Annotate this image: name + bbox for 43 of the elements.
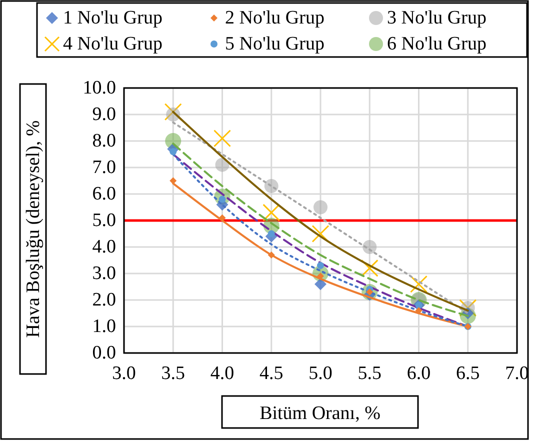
y-tick-label: 6.0: [92, 184, 116, 204]
point: [264, 179, 278, 194]
y-tick-label: 2.0: [92, 290, 116, 310]
y-tick-label: 9.0: [92, 104, 116, 125]
x-tick-label: 5.5: [358, 363, 382, 384]
y-tick-label: 4.0: [92, 236, 116, 258]
point: [214, 130, 231, 148]
point: [312, 225, 330, 242]
legend-label: 3 No'lu Grup: [387, 8, 486, 28]
legend-label: 2 No'lu Grup: [225, 8, 324, 28]
y-tick-label: 7.0: [92, 157, 116, 178]
point: [170, 177, 177, 184]
x-tick-label: 6.0: [406, 363, 431, 384]
x-tick-label: 4.5: [260, 363, 284, 384]
point: [215, 158, 230, 172]
y-axis-title: Hava Boşluğu (deneysel), %: [23, 120, 44, 338]
legend-label: 1 No'lu Grup: [63, 8, 162, 28]
point: [314, 200, 328, 214]
legend-label: 5 No'lu Grup: [225, 34, 324, 54]
y-tick-label: 1.0: [92, 316, 116, 337]
point: [268, 251, 275, 258]
point: [218, 214, 226, 222]
point: [268, 230, 275, 238]
point: [410, 275, 428, 293]
point: [317, 262, 324, 270]
point: [314, 278, 326, 290]
point: [362, 240, 377, 254]
point: [360, 259, 378, 277]
point: [262, 204, 280, 222]
x-tick-label: 3.0: [112, 363, 136, 384]
x-tick-label: 7.0: [505, 363, 529, 384]
legend-label: 4 No'lu Grup: [63, 34, 162, 54]
y-tick-label: 5.0: [92, 210, 116, 231]
x-tick-label: 5.0: [308, 363, 332, 384]
y-tick-label: 8.0: [92, 130, 116, 152]
y-tick-label: 3.0: [92, 263, 116, 284]
y-tick-label: 10.0: [82, 78, 116, 98]
legend-label: 6 No'lu Grup: [387, 34, 486, 54]
y-tick-label: 0.0: [92, 342, 116, 364]
x-tick-label: 4.0: [210, 363, 234, 384]
x-tick-label: 6.5: [456, 363, 480, 384]
x-axis-title: Bitüm Oranı, %: [260, 403, 381, 424]
x-tick-label: 3.5: [161, 363, 185, 384]
